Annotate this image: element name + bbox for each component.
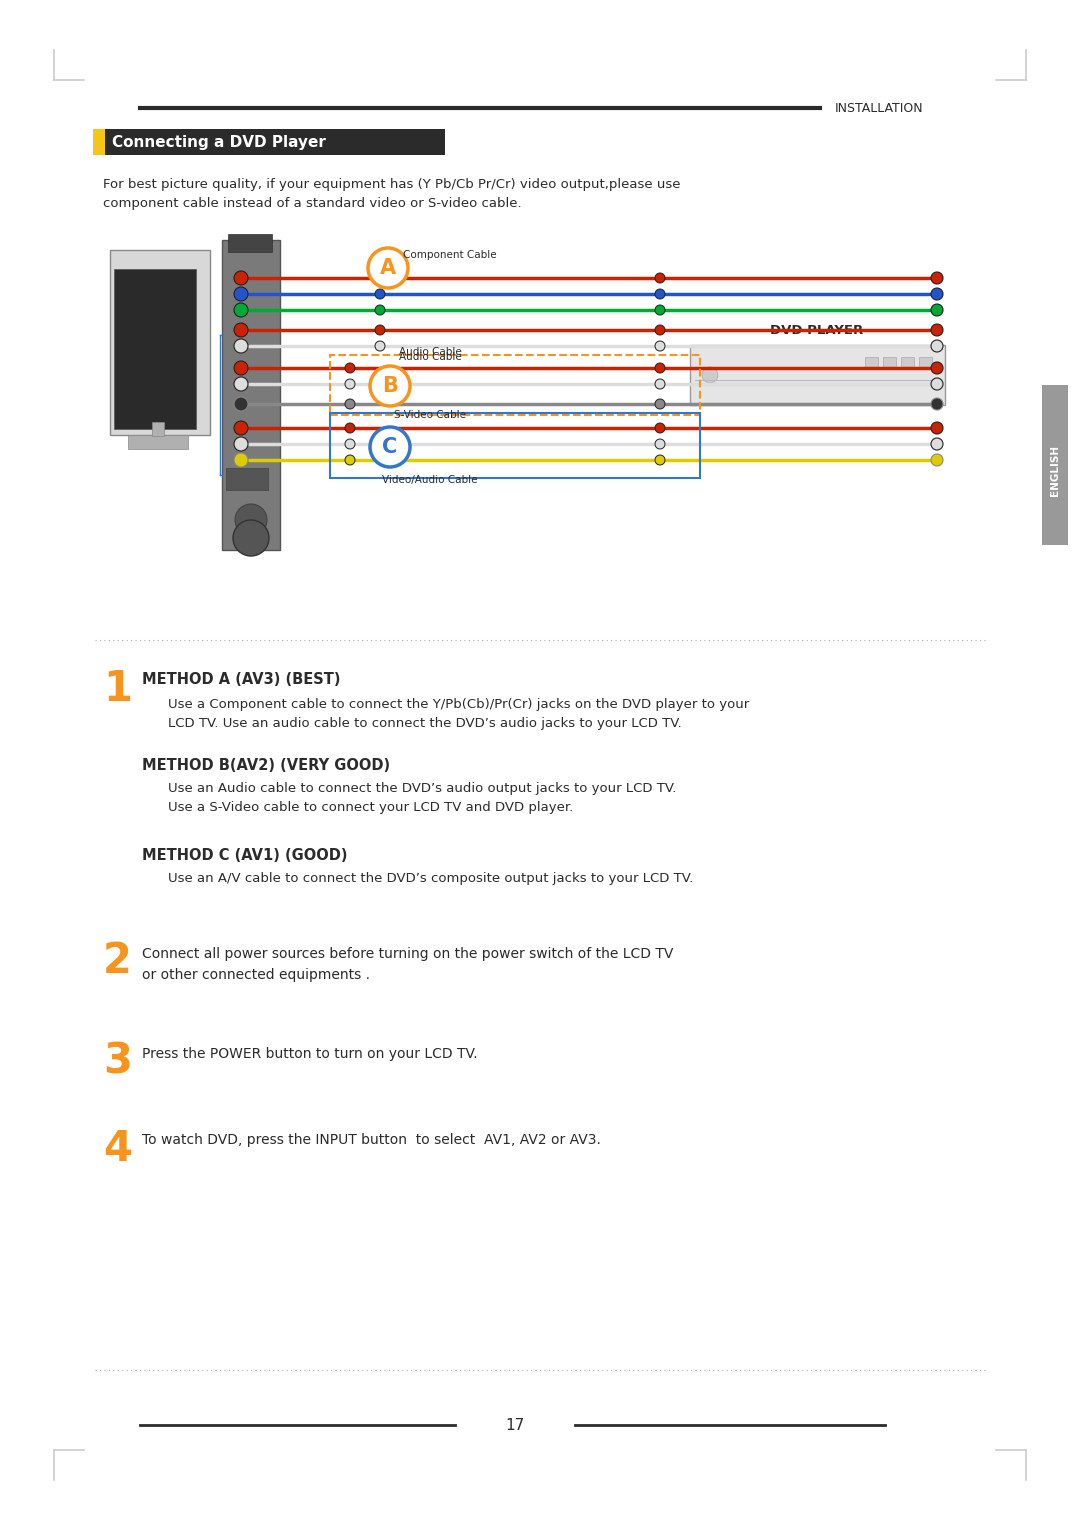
Text: Video/Audio Cable: Video/Audio Cable	[382, 475, 477, 486]
Circle shape	[345, 423, 355, 434]
Text: For best picture quality, if your equipment has (Y Pb/Cb Pr/Cr) video output,ple: For best picture quality, if your equipm…	[103, 179, 680, 211]
Circle shape	[345, 363, 355, 373]
FancyBboxPatch shape	[865, 357, 878, 366]
Text: Component Cable: Component Cable	[403, 250, 497, 260]
Circle shape	[654, 438, 665, 449]
Circle shape	[234, 287, 248, 301]
Circle shape	[931, 324, 943, 336]
Circle shape	[345, 438, 355, 449]
Text: METHOD A (AV3) (BEST): METHOD A (AV3) (BEST)	[141, 672, 340, 687]
FancyBboxPatch shape	[690, 345, 945, 405]
Text: To watch DVD, press the INPUT button  to select  AV1, AV2 or AV3.: To watch DVD, press the INPUT button to …	[141, 1133, 600, 1147]
Circle shape	[375, 273, 384, 282]
Circle shape	[931, 362, 943, 374]
Circle shape	[931, 272, 943, 284]
Circle shape	[234, 360, 248, 376]
Circle shape	[234, 454, 248, 467]
Text: 17: 17	[505, 1417, 525, 1432]
Circle shape	[375, 325, 384, 334]
Circle shape	[234, 397, 248, 411]
FancyBboxPatch shape	[110, 250, 210, 435]
Circle shape	[654, 399, 665, 409]
Text: 1: 1	[103, 667, 132, 710]
Text: METHOD C (AV1) (GOOD): METHOD C (AV1) (GOOD)	[141, 847, 348, 863]
FancyBboxPatch shape	[226, 467, 268, 490]
Text: Press the POWER button to turn on your LCD TV.: Press the POWER button to turn on your L…	[141, 1048, 477, 1061]
Circle shape	[234, 270, 248, 286]
Circle shape	[368, 247, 408, 289]
Circle shape	[234, 377, 248, 391]
Text: ENGLISH: ENGLISH	[1050, 444, 1059, 496]
FancyBboxPatch shape	[222, 240, 280, 550]
Circle shape	[931, 379, 943, 389]
Text: METHOD B(AV2) (VERY GOOD): METHOD B(AV2) (VERY GOOD)	[141, 757, 390, 773]
Circle shape	[234, 302, 248, 318]
Text: 3: 3	[103, 1040, 132, 1083]
Circle shape	[234, 324, 248, 337]
Circle shape	[234, 421, 248, 435]
Text: Use a Component cable to connect the Y/Pb(Cb)/Pr(Cr) jacks on the DVD player to : Use a Component cable to connect the Y/P…	[168, 698, 750, 730]
Circle shape	[702, 366, 718, 383]
Text: Audio Cable: Audio Cable	[399, 353, 461, 362]
FancyBboxPatch shape	[228, 234, 272, 252]
Circle shape	[654, 341, 665, 351]
Text: Use an Audio cable to connect the DVD’s audio output jacks to your LCD TV.
Use a: Use an Audio cable to connect the DVD’s …	[168, 782, 676, 814]
Circle shape	[654, 325, 665, 334]
Circle shape	[370, 428, 410, 467]
Text: Use an A/V cable to connect the DVD’s composite output jacks to your LCD TV.: Use an A/V cable to connect the DVD’s co…	[168, 872, 693, 886]
FancyBboxPatch shape	[1042, 385, 1068, 545]
Text: A: A	[380, 258, 396, 278]
Circle shape	[345, 399, 355, 409]
Circle shape	[654, 273, 665, 282]
Circle shape	[654, 379, 665, 389]
Circle shape	[234, 339, 248, 353]
Circle shape	[654, 363, 665, 373]
FancyBboxPatch shape	[114, 269, 195, 429]
Circle shape	[375, 289, 384, 299]
Text: Audio Cable: Audio Cable	[399, 347, 461, 357]
FancyBboxPatch shape	[919, 357, 932, 366]
Circle shape	[654, 289, 665, 299]
Circle shape	[370, 366, 410, 406]
Circle shape	[233, 521, 269, 556]
Text: C: C	[382, 437, 397, 457]
Circle shape	[931, 454, 943, 466]
Text: S-Video Cable: S-Video Cable	[394, 411, 465, 420]
Circle shape	[931, 341, 943, 353]
Circle shape	[931, 304, 943, 316]
Circle shape	[345, 379, 355, 389]
Circle shape	[375, 305, 384, 315]
Circle shape	[931, 399, 943, 411]
FancyBboxPatch shape	[883, 357, 896, 366]
FancyBboxPatch shape	[105, 128, 445, 156]
Circle shape	[931, 438, 943, 450]
Text: B: B	[382, 376, 397, 395]
Text: INSTALLATION: INSTALLATION	[835, 101, 923, 115]
Circle shape	[931, 421, 943, 434]
Circle shape	[931, 289, 943, 299]
Circle shape	[235, 504, 267, 536]
Circle shape	[654, 455, 665, 466]
Circle shape	[345, 455, 355, 466]
Circle shape	[654, 305, 665, 315]
Circle shape	[654, 423, 665, 434]
Circle shape	[375, 341, 384, 351]
Text: Connecting a DVD Player: Connecting a DVD Player	[112, 134, 326, 150]
FancyBboxPatch shape	[152, 421, 164, 437]
FancyBboxPatch shape	[93, 128, 105, 156]
Text: DVD PLAYER: DVD PLAYER	[770, 324, 864, 336]
FancyBboxPatch shape	[901, 357, 914, 366]
Text: 2: 2	[103, 941, 132, 982]
FancyBboxPatch shape	[129, 435, 188, 449]
Circle shape	[234, 437, 248, 450]
Text: 4: 4	[103, 1128, 132, 1170]
Text: Connect all power sources before turning on the power switch of the LCD TV
or ot: Connect all power sources before turning…	[141, 947, 673, 982]
